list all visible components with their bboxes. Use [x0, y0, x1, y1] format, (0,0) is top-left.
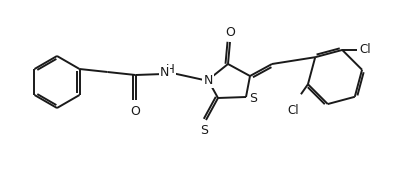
Text: Cl: Cl: [286, 104, 298, 117]
Text: S: S: [248, 91, 256, 105]
Text: H: H: [166, 62, 175, 75]
Text: Cl: Cl: [358, 43, 370, 57]
Text: O: O: [130, 105, 140, 118]
Text: O: O: [224, 26, 234, 39]
Text: N: N: [160, 66, 169, 78]
Text: S: S: [200, 125, 207, 138]
Text: N: N: [203, 73, 212, 87]
